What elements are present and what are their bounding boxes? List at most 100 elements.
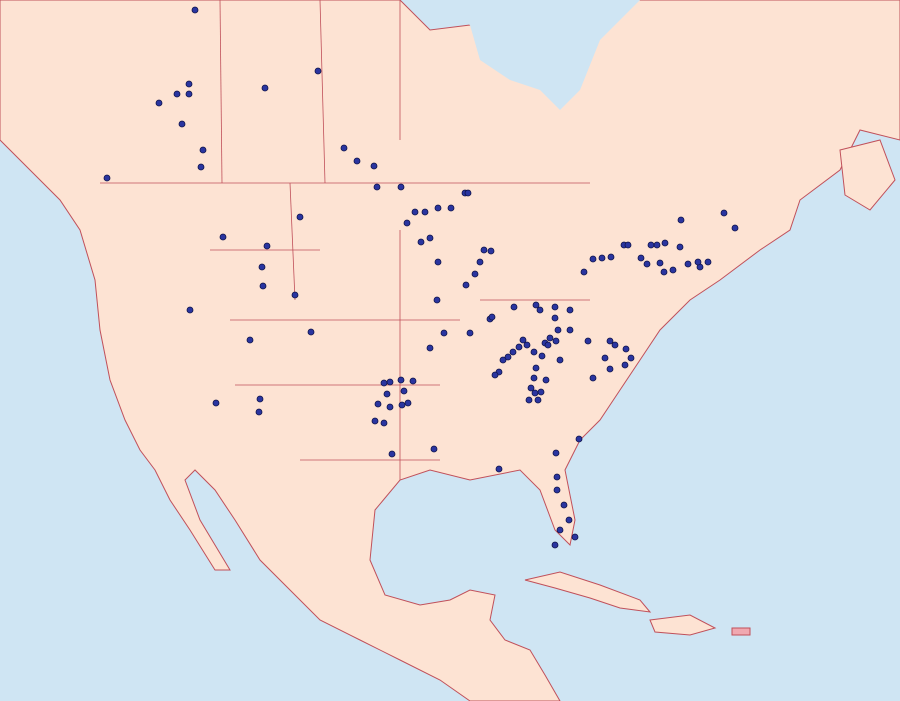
occurrence-dot [560,501,568,509]
occurrence-dot [370,162,378,170]
occurrence-dot [660,268,668,276]
occurrence-dot [556,526,564,534]
occurrence-dot [542,376,550,384]
occurrence-dot [426,344,434,352]
occurrence-dot [553,486,561,494]
occurrence-dot [403,219,411,227]
occurrence-dot [523,341,531,349]
occurrence-dot [256,395,264,403]
occurrence-dot [103,174,111,182]
occurrence-dot [551,541,559,549]
occurrence-dot [219,233,227,241]
occurrence-dot [552,449,560,457]
occurrence-dot [430,445,438,453]
occurrence-dot [538,352,546,360]
occurrence-dot [212,399,220,407]
occurrence-dot [495,465,503,473]
occurrence-dot [373,183,381,191]
occurrence-dot [434,204,442,212]
occurrence-dot [383,390,391,398]
occurrence-dot [487,247,495,255]
occurrence-dot [720,209,728,217]
newfoundland [839,139,896,211]
occurrence-dot [462,281,470,289]
occurrence-dot [694,258,702,266]
occurrence-dot [536,306,544,314]
occurrence-dot [388,450,396,458]
occurrence-dot [440,329,448,337]
occurrence-dot [199,146,207,154]
occurrence-dot [601,354,609,362]
occurrence-dot [185,80,193,88]
occurrence-dot [197,163,205,171]
occurrence-dot [525,396,533,404]
occurrence-dot [504,353,512,361]
occurrence-dot [627,354,635,362]
occurrence-dot [530,348,538,356]
occurrence-dot [397,183,405,191]
occurrence-dot [565,516,573,524]
occurrence-dot [191,6,199,14]
occurrence-dot [434,258,442,266]
occurrence-dot [386,378,394,386]
occurrence-dot [488,313,496,321]
occurrence-dot [509,348,517,356]
cuba [524,571,652,613]
occurrence-dot [186,306,194,314]
occurrence-dot [556,356,564,364]
occurrence-dot [476,258,484,266]
occurrence-dot [409,377,417,385]
occurrence-dot [480,246,488,254]
occurrence-dot [447,204,455,212]
occurrence-dot [398,401,406,409]
occurrence-dot [471,270,479,278]
hudson-bay [420,0,640,110]
occurrence-dot [580,268,588,276]
occurrence-dot [340,144,348,152]
occurrence-dot [553,473,561,481]
occurrence-dot [532,301,540,309]
occurrence-dot [510,303,518,311]
occurrence-dot [263,242,271,250]
occurrence-dot [624,241,632,249]
occurrence-dot [258,263,266,271]
occurrence-dot [551,314,559,322]
occurrence-dot [653,241,661,249]
occurrence-dot [380,419,388,427]
occurrence-dot [374,400,382,408]
occurrence-dot [676,243,684,251]
occurrence-dot [178,120,186,128]
occurrence-dot [386,403,394,411]
occurrence-dot [637,254,645,262]
occurrence-dot [684,260,692,268]
occurrence-dot [515,343,523,351]
occurrence-dot [589,374,597,382]
occurrence-dot [575,435,583,443]
occurrence-dot [571,533,579,541]
occurrence-dot [731,224,739,232]
occurrence-dot [371,417,379,425]
occurrence-dot [466,329,474,337]
occurrence-dot [606,365,614,373]
occurrence-dot [534,396,542,404]
occurrence-dot [464,189,472,197]
occurrence-dot [622,345,630,353]
border-line [319,0,326,184]
hispaniola [649,614,717,636]
occurrence-dot [397,376,405,384]
occurrence-dot [656,259,664,267]
occurrence-dot [314,67,322,75]
occurrence-dot [661,239,669,247]
occurrence-dot [566,326,574,334]
occurrence-dot [417,238,425,246]
occurrence-dot [421,208,429,216]
occurrence-dot [566,306,574,314]
occurrence-dot [155,99,163,107]
occurrence-dot [589,255,597,263]
occurrence-dot [527,384,535,392]
occurrence-dot [647,241,655,249]
occurrence-dot [173,90,181,98]
occurrence-dot [296,213,304,221]
occurrence-dot [704,258,712,266]
